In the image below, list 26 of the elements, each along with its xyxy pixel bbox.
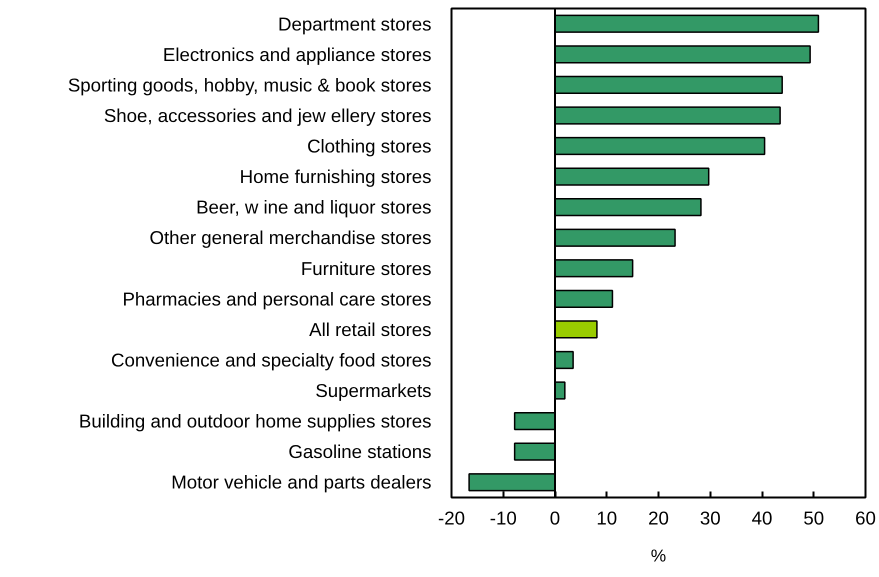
- y-tick-label: All retail stores: [309, 318, 432, 340]
- x-tick-label: 50: [803, 508, 824, 528]
- x-tick-label: -20: [438, 508, 465, 528]
- y-tick-label: Home furnishing stores: [240, 166, 432, 188]
- y-tick-label: Electronics and appliance stores: [162, 44, 432, 65]
- y-tick-label: Sporting goods, hobby, music & book stores: [68, 74, 432, 96]
- x-tick-label: -10: [490, 508, 517, 528]
- x-tick-label: 0: [550, 508, 560, 528]
- x-tick-label: 60: [855, 508, 876, 528]
- x-tick-label: 20: [648, 508, 669, 528]
- y-tick-label: Beer, w ine and liquor stores: [196, 196, 432, 218]
- y-tick-label: Motor vehicle and parts dealers: [171, 472, 432, 493]
- y-tick-label: Convenience and specialty food stores: [111, 349, 432, 370]
- x-tick-label: 10: [596, 508, 618, 528]
- y-tick-label: Other general merchandise stores: [149, 227, 432, 248]
- x-axis-title: %: [650, 546, 666, 566]
- y-tick-label: Department stores: [278, 13, 432, 34]
- y-tick-label: Furniture stores: [300, 258, 432, 279]
- y-tick-label: Shoe, accessories and jew ellery stores: [104, 104, 432, 126]
- x-tick-label: 40: [752, 508, 772, 528]
- y-tick-label: Gasoline stations: [288, 441, 432, 462]
- y-tick-label: Pharmacies and personal care stores: [122, 288, 432, 310]
- y-tick-label: Supermarkets: [315, 380, 432, 402]
- y-tick-label: Clothing stores: [307, 136, 432, 157]
- y-tick-label: Building and outdoor home supplies stores: [78, 410, 432, 432]
- x-tick-label: 30: [700, 508, 721, 528]
